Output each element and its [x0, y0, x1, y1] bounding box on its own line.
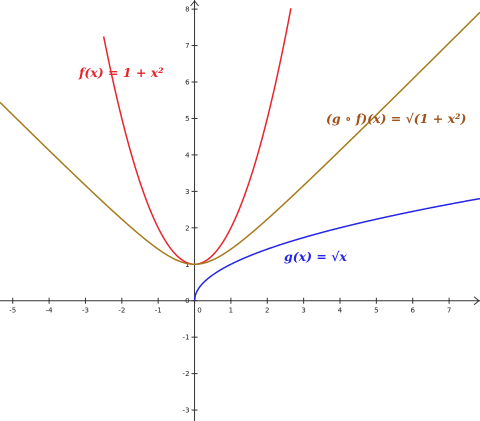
- composition-curve: [0, 11, 480, 266]
- y-tick-label: 5: [185, 115, 189, 123]
- y-tick-label: -2: [183, 370, 190, 378]
- y-axis-arrow-icon: [190, 0, 199, 7]
- g-label-text: g(x) = √x: [284, 249, 347, 264]
- x-tick-label: 7: [447, 307, 451, 315]
- composition-label: (g ∘ f)(x) = √(1 + x²): [326, 111, 467, 126]
- y-tick-label: -3: [183, 407, 190, 415]
- composition-label-text: (g ∘ f)(x) = √(1 + x²): [326, 111, 467, 126]
- y-tick-label: -1: [183, 334, 190, 342]
- y-tick-label: 1: [185, 261, 189, 269]
- y-tick-label: 4: [185, 151, 190, 159]
- x-tick-label: 2: [265, 307, 269, 315]
- x-tick-label: 0: [197, 307, 201, 315]
- f-label: f(x) = 1 + x²: [78, 65, 164, 80]
- x-tick-label: -2: [118, 307, 125, 315]
- x-tick-label: -1: [155, 307, 162, 315]
- y-tick-label: 3: [185, 188, 189, 196]
- y-tick-label: 8: [185, 6, 189, 14]
- f-curve: [102, 8, 292, 266]
- x-axis-arrow-icon: [473, 296, 480, 306]
- g-curve: [193, 197, 480, 301]
- y-tick-label: 2: [185, 224, 189, 232]
- x-tick-label: 3: [301, 307, 305, 315]
- x-tick-label: 6: [410, 307, 415, 315]
- y-tick-label: 6: [185, 79, 190, 87]
- y-ticks: -3 -2 -1 0 1 2 3 4 5 6 7 8: [183, 6, 198, 415]
- y-tick-label: 0: [185, 297, 189, 305]
- y-tick-label: 7: [185, 42, 189, 50]
- x-tick-label: 5: [374, 307, 378, 315]
- curves: [0, 8, 480, 301]
- g-label: g(x) = √x: [284, 249, 347, 264]
- x-tick-label: -3: [82, 307, 89, 315]
- x-tick-label: 1: [229, 307, 233, 315]
- x-tick-label: -5: [9, 307, 16, 315]
- f-label-text: f(x) = 1 + x²: [78, 65, 164, 80]
- x-tick-label: -4: [46, 307, 54, 315]
- x-tick-label: 4: [338, 307, 343, 315]
